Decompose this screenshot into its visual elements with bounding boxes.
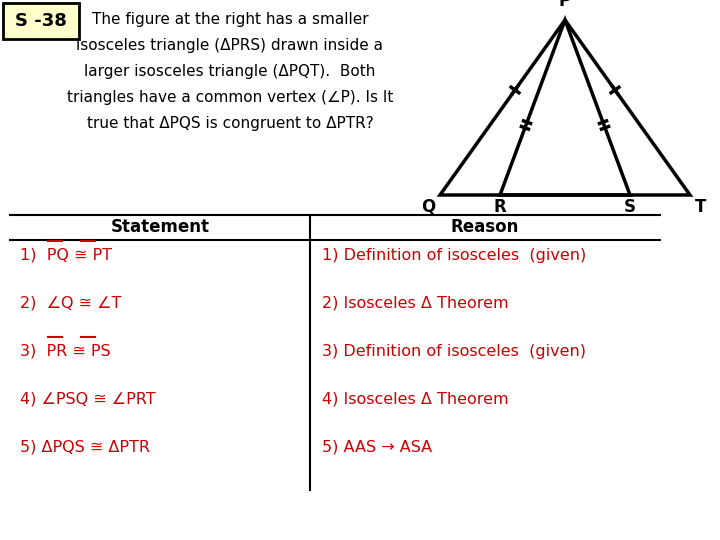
Text: 1) Definition of isosceles  (given): 1) Definition of isosceles (given) xyxy=(322,248,586,263)
Text: 2) Isosceles Δ Theorem: 2) Isosceles Δ Theorem xyxy=(322,296,508,311)
Text: isosceles triangle (ΔPRS) drawn inside a: isosceles triangle (ΔPRS) drawn inside a xyxy=(76,38,384,53)
Text: 5) ΔPQS ≅ ΔPTR: 5) ΔPQS ≅ ΔPTR xyxy=(20,440,150,455)
Text: The figure at the right has a smaller: The figure at the right has a smaller xyxy=(91,12,369,27)
Text: Statement: Statement xyxy=(110,219,210,237)
Text: 4) Isosceles Δ Theorem: 4) Isosceles Δ Theorem xyxy=(322,392,508,407)
Text: 2)  ∠Q ≅ ∠T: 2) ∠Q ≅ ∠T xyxy=(20,296,122,311)
Text: triangles have a common vertex (∠P). Is It: triangles have a common vertex (∠P). Is … xyxy=(67,90,393,105)
Text: T: T xyxy=(695,198,706,216)
Text: P: P xyxy=(559,0,571,10)
Text: true that ΔPQS is congruent to ΔPTR?: true that ΔPQS is congruent to ΔPTR? xyxy=(86,116,374,131)
Text: Reason: Reason xyxy=(451,219,519,237)
Text: 4) ∠PSQ ≅ ∠PRT: 4) ∠PSQ ≅ ∠PRT xyxy=(20,392,156,407)
Text: 3) Definition of isosceles  (given): 3) Definition of isosceles (given) xyxy=(322,344,586,359)
Text: 5) AAS → ASA: 5) AAS → ASA xyxy=(322,440,432,455)
Text: R: R xyxy=(494,198,506,216)
FancyBboxPatch shape xyxy=(3,3,79,39)
Text: larger isosceles triangle (ΔPQT).  Both: larger isosceles triangle (ΔPQT). Both xyxy=(84,64,376,79)
Text: Q: Q xyxy=(420,198,435,216)
Text: S: S xyxy=(624,198,636,216)
Text: S -38: S -38 xyxy=(15,12,67,30)
Text: 3)  PR ≅ PS: 3) PR ≅ PS xyxy=(20,344,111,359)
Text: 1)  PQ ≅ PT: 1) PQ ≅ PT xyxy=(20,248,112,263)
